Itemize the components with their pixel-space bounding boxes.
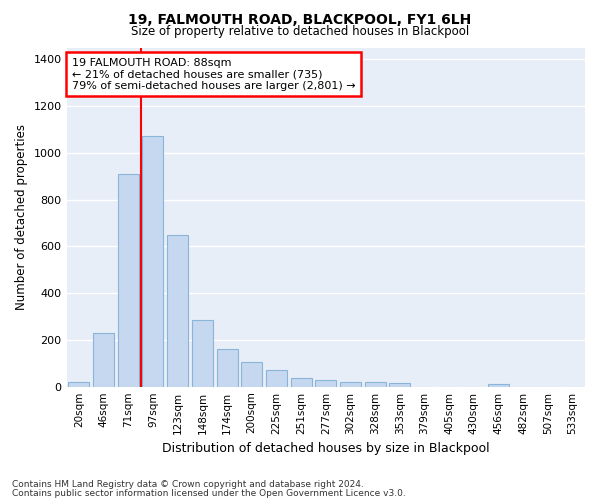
Bar — [488, 384, 509, 386]
Y-axis label: Number of detached properties: Number of detached properties — [15, 124, 28, 310]
Text: 19 FALMOUTH ROAD: 88sqm
← 21% of detached houses are smaller (735)
79% of semi-d: 19 FALMOUTH ROAD: 88sqm ← 21% of detache… — [72, 58, 355, 91]
Bar — [68, 382, 89, 386]
Bar — [365, 382, 386, 386]
Bar — [93, 334, 114, 386]
Bar — [389, 383, 410, 386]
Bar — [241, 362, 262, 386]
Bar — [340, 382, 361, 386]
Bar — [142, 136, 163, 386]
Text: 19, FALMOUTH ROAD, BLACKPOOL, FY1 6LH: 19, FALMOUTH ROAD, BLACKPOOL, FY1 6LH — [128, 12, 472, 26]
X-axis label: Distribution of detached houses by size in Blackpool: Distribution of detached houses by size … — [162, 442, 490, 455]
Text: Contains HM Land Registry data © Crown copyright and database right 2024.: Contains HM Land Registry data © Crown c… — [12, 480, 364, 489]
Bar — [217, 350, 238, 387]
Bar — [192, 320, 213, 386]
Bar — [315, 380, 336, 386]
Text: Contains public sector information licensed under the Open Government Licence v3: Contains public sector information licen… — [12, 488, 406, 498]
Bar — [266, 370, 287, 386]
Bar — [290, 378, 311, 386]
Text: Size of property relative to detached houses in Blackpool: Size of property relative to detached ho… — [131, 25, 469, 38]
Bar — [167, 234, 188, 386]
Bar — [118, 174, 139, 386]
